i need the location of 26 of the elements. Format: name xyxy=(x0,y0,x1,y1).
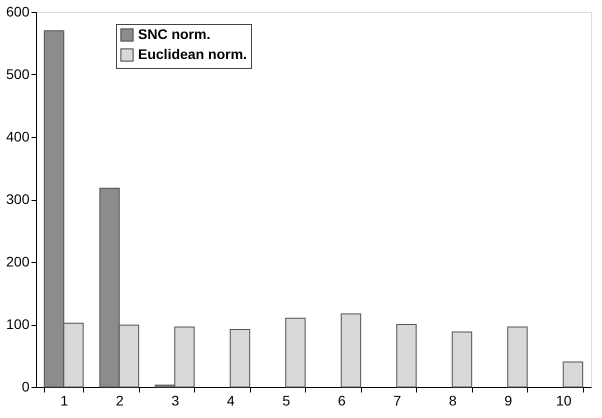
x-tick-label: 4 xyxy=(226,392,235,408)
x-tick-label: 7 xyxy=(393,392,402,408)
y-tick-label: 200 xyxy=(6,254,30,270)
legend-label: Euclidean norm. xyxy=(138,46,247,62)
y-tick-label: 0 xyxy=(22,378,30,394)
x-tick-label: 3 xyxy=(171,392,180,408)
x-tick-label: 2 xyxy=(116,392,124,408)
bar xyxy=(396,324,417,388)
x-tick-label: 10 xyxy=(556,392,572,408)
bar xyxy=(562,362,584,388)
bar xyxy=(507,326,528,388)
y-tick-label: 300 xyxy=(6,191,30,207)
bar xyxy=(340,313,362,388)
x-tick-label: 9 xyxy=(504,392,512,408)
legend-label: SNC norm. xyxy=(138,26,210,42)
y-tick-label: 100 xyxy=(6,316,30,332)
y-tick-label: 400 xyxy=(6,128,30,144)
bar xyxy=(452,332,472,388)
y-tick-label: 500 xyxy=(6,66,30,82)
x-tick-label: 8 xyxy=(448,392,457,408)
x-tick-label: 5 xyxy=(282,392,290,408)
x-tick-label: 1 xyxy=(60,392,68,408)
bar xyxy=(285,318,306,388)
x-tick-label: 6 xyxy=(338,392,346,408)
y-tick-label: 600 xyxy=(6,4,30,20)
bar xyxy=(230,329,250,388)
